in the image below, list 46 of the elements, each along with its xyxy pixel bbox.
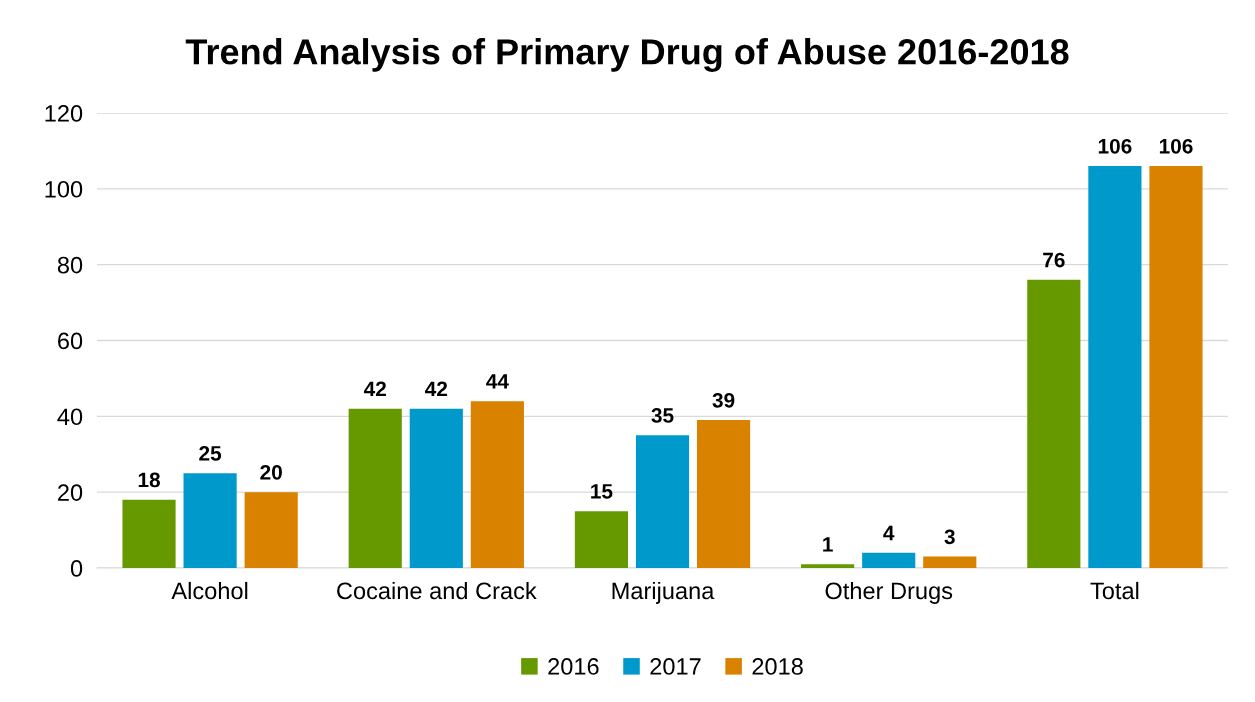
x-tick-label: Cocaine and Crack [337, 581, 537, 600]
bar [348, 408, 402, 568]
data-label: 44 [486, 374, 509, 389]
bar [574, 511, 628, 568]
bar [923, 556, 977, 568]
bar [470, 401, 524, 568]
data-label: 4 [883, 525, 895, 541]
data-label: 42 [363, 381, 386, 397]
x-tick-label: Other Drugs [825, 581, 953, 604]
legend-label: 2016 [548, 658, 599, 675]
data-label: 1 [823, 537, 833, 552]
data-label: 20 [260, 464, 282, 480]
data-label: 3 [944, 529, 955, 545]
y-tick-label: 60 [58, 332, 83, 350]
bar [1088, 166, 1142, 568]
legend-label: 2018 [752, 658, 803, 675]
y-tick-label: 20 [58, 484, 83, 501]
y-tick-label: 80 [57, 256, 83, 274]
bar [183, 473, 237, 568]
legend-label: 2017 [650, 658, 701, 675]
x-tick-label: Alcohol [171, 581, 248, 600]
data-label: 42 [425, 381, 448, 397]
data-label: 106 [1159, 138, 1193, 154]
bar [862, 552, 916, 568]
data-label: 25 [199, 446, 222, 461]
y-tick-label: 40 [57, 408, 83, 426]
data-label: 18 [138, 472, 160, 488]
bar [122, 499, 176, 568]
bar [801, 564, 855, 568]
data-label: 35 [651, 408, 674, 423]
data-label: 76 [1043, 252, 1065, 268]
bar [697, 420, 751, 568]
data-label: 39 [712, 392, 735, 408]
x-tick-label: Total [1090, 581, 1139, 600]
bar [1027, 279, 1081, 568]
bar [409, 408, 463, 568]
data-label: 15 [591, 484, 613, 499]
chart-title: Trend Analysis of Primary Drug of Abuse 2016-2018 [185, 38, 1069, 72]
data-label: 106 [1098, 138, 1132, 154]
x-tick-label: Marijuana [612, 581, 715, 604]
bar [244, 492, 298, 568]
y-tick-label: 0 [70, 560, 83, 577]
bar [635, 435, 690, 568]
bar [1149, 166, 1203, 568]
y-tick-label: 100 [45, 180, 83, 198]
y-tick-label: 120 [45, 105, 83, 122]
